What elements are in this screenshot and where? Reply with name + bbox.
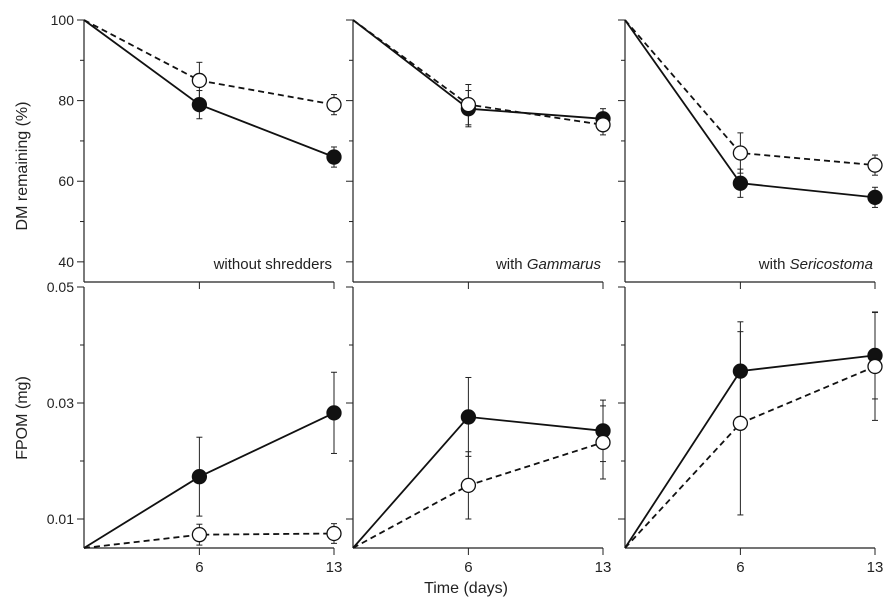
y-axis-label-top: DM remaining (%)	[14, 102, 31, 231]
y-tick-label: 0.05	[47, 279, 74, 295]
panel-bottom-2: 6 13	[346, 286, 612, 576]
open-marker	[867, 358, 883, 375]
dashed-series-line	[624, 19, 876, 166]
dashed-series-line	[83, 19, 335, 106]
panel-top-3: with Sericostoma	[618, 19, 883, 289]
open-marker	[326, 525, 342, 542]
panel-label: with Gammarus	[495, 256, 602, 273]
solid-series-line	[352, 19, 604, 120]
open-marker	[595, 117, 611, 133]
y-tick-label: 100	[51, 12, 75, 28]
solid-series-line	[624, 19, 876, 199]
y-tick-label: 0.01	[47, 511, 74, 527]
y-tick-label: 40	[58, 254, 74, 270]
panel-top-1: 40 60 80 100 without shredders	[51, 12, 342, 289]
x-tick-label: 6	[195, 559, 203, 576]
open-marker	[460, 96, 477, 113]
open-marker	[732, 415, 749, 431]
y-tick-label: 0.03	[47, 395, 74, 411]
x-axis-label: Time (days)	[424, 580, 508, 597]
x-tick-label: 6	[736, 559, 744, 576]
filled-marker	[732, 363, 749, 379]
y-tick-label: 80	[58, 93, 74, 109]
panel-bottom-1: 0.01 0.03 0.05 6 13	[47, 279, 343, 576]
dashed-series-line	[352, 441, 604, 549]
dashed-series-line	[83, 532, 335, 549]
open-marker	[460, 477, 477, 494]
y-axis-label-bottom: FPOM (mg)	[14, 376, 31, 460]
solid-series-line	[624, 354, 876, 549]
filled-marker	[460, 409, 477, 425]
x-tick-label: 6	[464, 559, 472, 576]
open-marker	[595, 434, 611, 451]
solid-series-line	[83, 412, 335, 549]
panel-bottom-3: 6 13	[618, 286, 884, 576]
open-marker	[326, 96, 342, 113]
x-tick-label: 13	[326, 559, 343, 576]
open-marker	[732, 145, 749, 161]
panel-label: without shredders	[213, 256, 332, 273]
y-tick-label: 60	[58, 173, 74, 189]
filled-marker	[326, 405, 342, 421]
dashed-series-line	[624, 365, 876, 549]
open-marker	[191, 72, 208, 89]
open-marker	[867, 157, 883, 173]
filled-marker	[191, 96, 208, 113]
filled-marker	[867, 189, 883, 206]
x-tick-label: 13	[867, 559, 884, 576]
filled-marker	[191, 469, 208, 485]
x-tick-label: 13	[595, 559, 612, 576]
filled-marker	[326, 149, 342, 165]
open-marker	[191, 527, 208, 543]
panel-top-2: with Gammarus	[346, 19, 611, 289]
panel-label: with Sericostoma	[758, 256, 873, 273]
filled-marker	[732, 175, 749, 191]
